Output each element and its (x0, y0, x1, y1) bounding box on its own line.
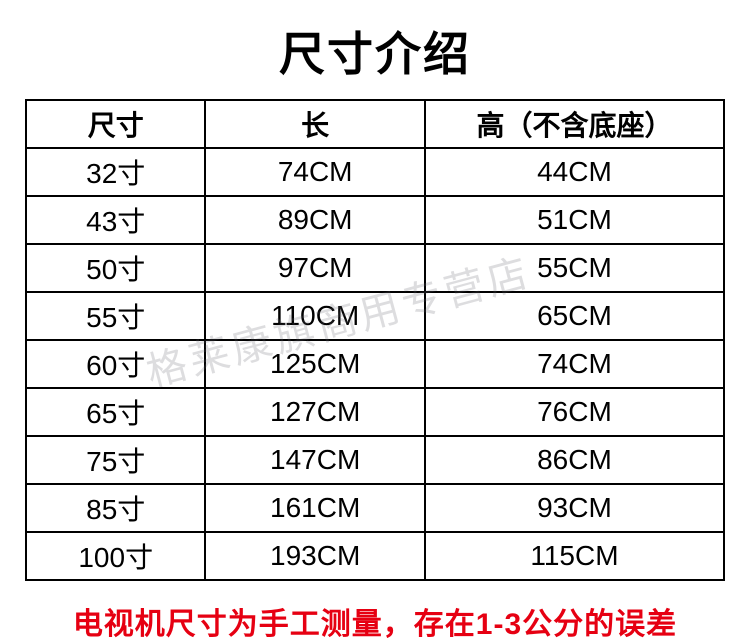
cell-height: 65CM (425, 292, 724, 340)
header-height: 高（不含底座） (425, 100, 724, 148)
cell-size: 50寸 (26, 244, 205, 292)
table-row: 100寸 193CM 115CM (26, 532, 724, 580)
table-row: 65寸 127CM 76CM (26, 388, 724, 436)
cell-length: 125CM (205, 340, 424, 388)
cell-height: 115CM (425, 532, 724, 580)
cell-length: 193CM (205, 532, 424, 580)
header-length: 长 (205, 100, 424, 148)
cell-size: 32寸 (26, 148, 205, 196)
cell-length: 127CM (205, 388, 424, 436)
cell-height: 44CM (425, 148, 724, 196)
cell-length: 89CM (205, 196, 424, 244)
cell-length: 74CM (205, 148, 424, 196)
cell-height: 76CM (425, 388, 724, 436)
table-row: 55寸 110CM 65CM (26, 292, 724, 340)
size-table: 尺寸 长 高（不含底座） 32寸 74CM 44CM 43寸 89CM 51CM… (25, 99, 725, 581)
table-row: 32寸 74CM 44CM (26, 148, 724, 196)
cell-height: 86CM (425, 436, 724, 484)
cell-length: 110CM (205, 292, 424, 340)
header-size: 尺寸 (26, 100, 205, 148)
cell-length: 147CM (205, 436, 424, 484)
table-row: 43寸 89CM 51CM (26, 196, 724, 244)
table-row: 85寸 161CM 93CM (26, 484, 724, 532)
cell-size: 100寸 (26, 532, 205, 580)
cell-height: 74CM (425, 340, 724, 388)
table-row: 50寸 97CM 55CM (26, 244, 724, 292)
cell-size: 60寸 (26, 340, 205, 388)
cell-size: 43寸 (26, 196, 205, 244)
cell-size: 75寸 (26, 436, 205, 484)
cell-length: 97CM (205, 244, 424, 292)
cell-size: 85寸 (26, 484, 205, 532)
table-body: 32寸 74CM 44CM 43寸 89CM 51CM 50寸 97CM 55C… (26, 148, 724, 580)
cell-length: 161CM (205, 484, 424, 532)
table-row: 60寸 125CM 74CM (26, 340, 724, 388)
cell-height: 51CM (425, 196, 724, 244)
cell-size: 55寸 (26, 292, 205, 340)
cell-height: 93CM (425, 484, 724, 532)
table-header-row: 尺寸 长 高（不含底座） (26, 100, 724, 148)
cell-height: 55CM (425, 244, 724, 292)
cell-size: 65寸 (26, 388, 205, 436)
page-title: 尺寸介绍 (0, 0, 750, 99)
footer-note: 电视机尺寸为手工测量，存在1-3公分的误差 (0, 581, 750, 643)
table-row: 75寸 147CM 86CM (26, 436, 724, 484)
